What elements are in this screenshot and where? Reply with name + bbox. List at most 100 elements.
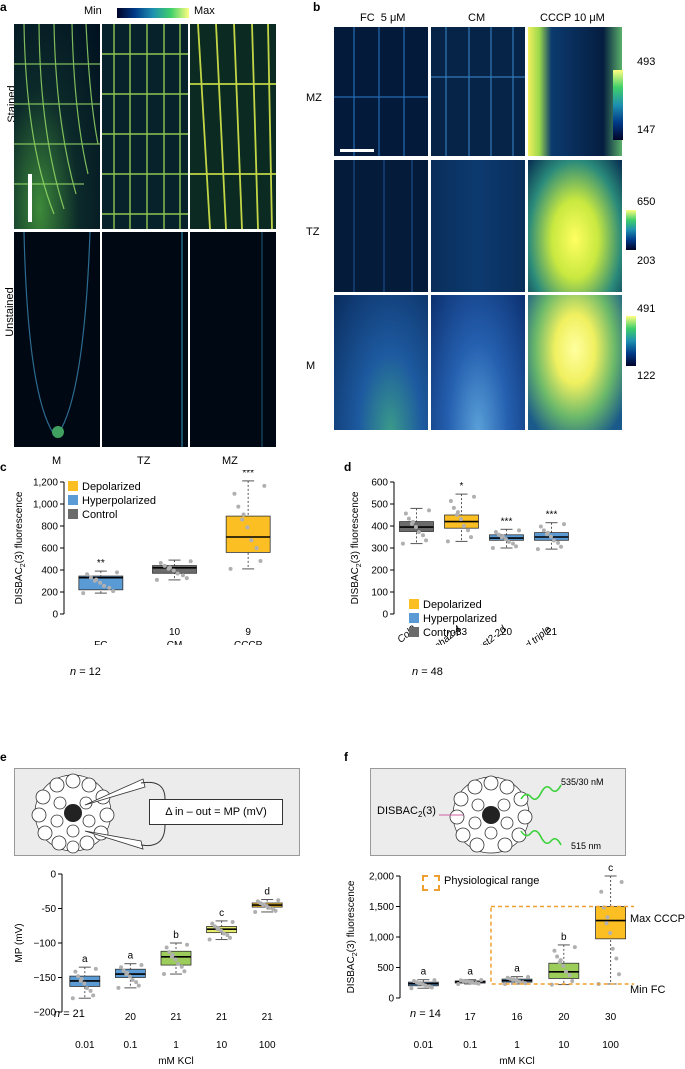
f-schematic-box: DISBAC2(3) 535/30 nM 515 nm [370, 768, 626, 856]
data-point [230, 919, 235, 924]
y-tick-label: 1,000 [33, 500, 58, 511]
data-point [461, 523, 466, 528]
col-label-m: M [52, 455, 62, 467]
data-point [454, 512, 459, 517]
y-tick-label: 600 [41, 544, 58, 555]
data-point [267, 905, 272, 910]
data-point [605, 915, 610, 920]
n-label: 16 [511, 1012, 523, 1023]
panel-f-label: f [344, 750, 348, 764]
data-point [490, 546, 495, 550]
col-label-tz: TZ [137, 455, 151, 467]
n-label: 21 [170, 1012, 182, 1023]
data-point [400, 541, 405, 546]
y-tick-label: −150 [33, 973, 56, 984]
chart-e: 0 -50 −100 −150 −200 MP (mV) 0.01 a 0.1 20 a 1 21 b 10… [14, 870, 283, 1067]
data-point [88, 575, 93, 580]
c-n-prefix: n = 12 [70, 666, 101, 678]
b-row-label-tz: TZ [306, 226, 320, 238]
significance-label: b [173, 930, 179, 941]
data-point [535, 547, 540, 552]
significance-label: *** [501, 516, 513, 527]
data-point [552, 948, 557, 953]
significance-label: a [467, 967, 473, 978]
b-scale-2-min: 203 [637, 255, 656, 267]
d-legend-control: Control [423, 627, 459, 639]
f-dye-label: DISBAC2(3) [377, 805, 436, 820]
e-schematic-box: Δ in – out = MP (mV) [14, 768, 300, 856]
micrograph-b-cccp-mz [528, 27, 622, 156]
data-point [409, 521, 414, 526]
data-point [93, 966, 98, 971]
data-point [493, 530, 498, 535]
data-point [604, 921, 609, 926]
data-point [154, 577, 159, 582]
data-point [614, 956, 619, 961]
data-point [164, 945, 169, 950]
data-point [85, 572, 90, 577]
data-point [557, 960, 562, 965]
n-label: 20 [558, 1012, 570, 1023]
data-point [562, 522, 567, 527]
data-point [176, 961, 181, 966]
data-point [619, 880, 624, 885]
data-point [210, 921, 215, 926]
data-point [451, 505, 456, 510]
chart-d: 0 100 200 300 400 500 600 DISBAC2(3) fluorescen… [350, 478, 569, 645]
colorbar-min-label: Min [84, 5, 102, 17]
y-tick-label: 200 [41, 588, 58, 599]
data-point [555, 954, 560, 959]
data-point [179, 964, 184, 969]
b-col-label-cccp: CCCP 10 μM [540, 12, 605, 24]
data-point [124, 972, 129, 977]
data-point [162, 563, 167, 568]
data-point [241, 512, 246, 517]
significance-label: *** [546, 510, 558, 521]
y-tick-label: 400 [41, 566, 58, 577]
data-point [245, 525, 250, 530]
data-point [119, 965, 124, 970]
micrograph-a-unstained-mz [190, 232, 276, 447]
data-point [416, 530, 421, 535]
b-row-label-mz: MZ [306, 92, 322, 104]
physiological-range-box [490, 905, 634, 985]
colorbar-gradient [117, 8, 189, 18]
category-label: 100 [259, 1040, 276, 1051]
data-point [102, 583, 107, 588]
data-point [185, 942, 190, 947]
category-label: 10 [216, 1040, 228, 1051]
data-point [134, 980, 139, 985]
n-label: 21 [546, 627, 558, 638]
n-label: 20 [501, 627, 513, 638]
data-point [517, 528, 522, 533]
data-point [180, 573, 185, 578]
b-row-label-m: M [306, 360, 316, 372]
data-point [121, 968, 126, 973]
data-point [506, 539, 511, 544]
data-point [423, 983, 428, 988]
category-label: 0.01 [75, 1040, 95, 1051]
x-axis-label: mM KCl [499, 1056, 535, 1067]
category-label: 1 [514, 1040, 520, 1051]
y-tick-label: 0 [50, 870, 56, 881]
data-point [76, 974, 81, 979]
data-point [608, 931, 613, 936]
data-point [173, 957, 178, 962]
significance-label: ** [97, 558, 105, 569]
colorbar-max-label: Max [194, 5, 215, 17]
panel-d-label: d [344, 460, 352, 474]
data-point [240, 517, 245, 522]
data-point [429, 985, 434, 990]
data-point [544, 532, 549, 537]
data-point [88, 988, 93, 993]
micrograph-b-fc-tz [334, 160, 428, 292]
data-point [262, 483, 267, 488]
category-label: 0.1 [463, 1040, 477, 1051]
category-label: 0.1 [123, 1040, 137, 1051]
data-point [514, 544, 519, 549]
y-tick-label: -50 [42, 904, 57, 915]
data-point [212, 924, 217, 929]
data-point [82, 981, 87, 986]
data-point [511, 541, 516, 546]
b-scalebar-3 [626, 316, 636, 366]
